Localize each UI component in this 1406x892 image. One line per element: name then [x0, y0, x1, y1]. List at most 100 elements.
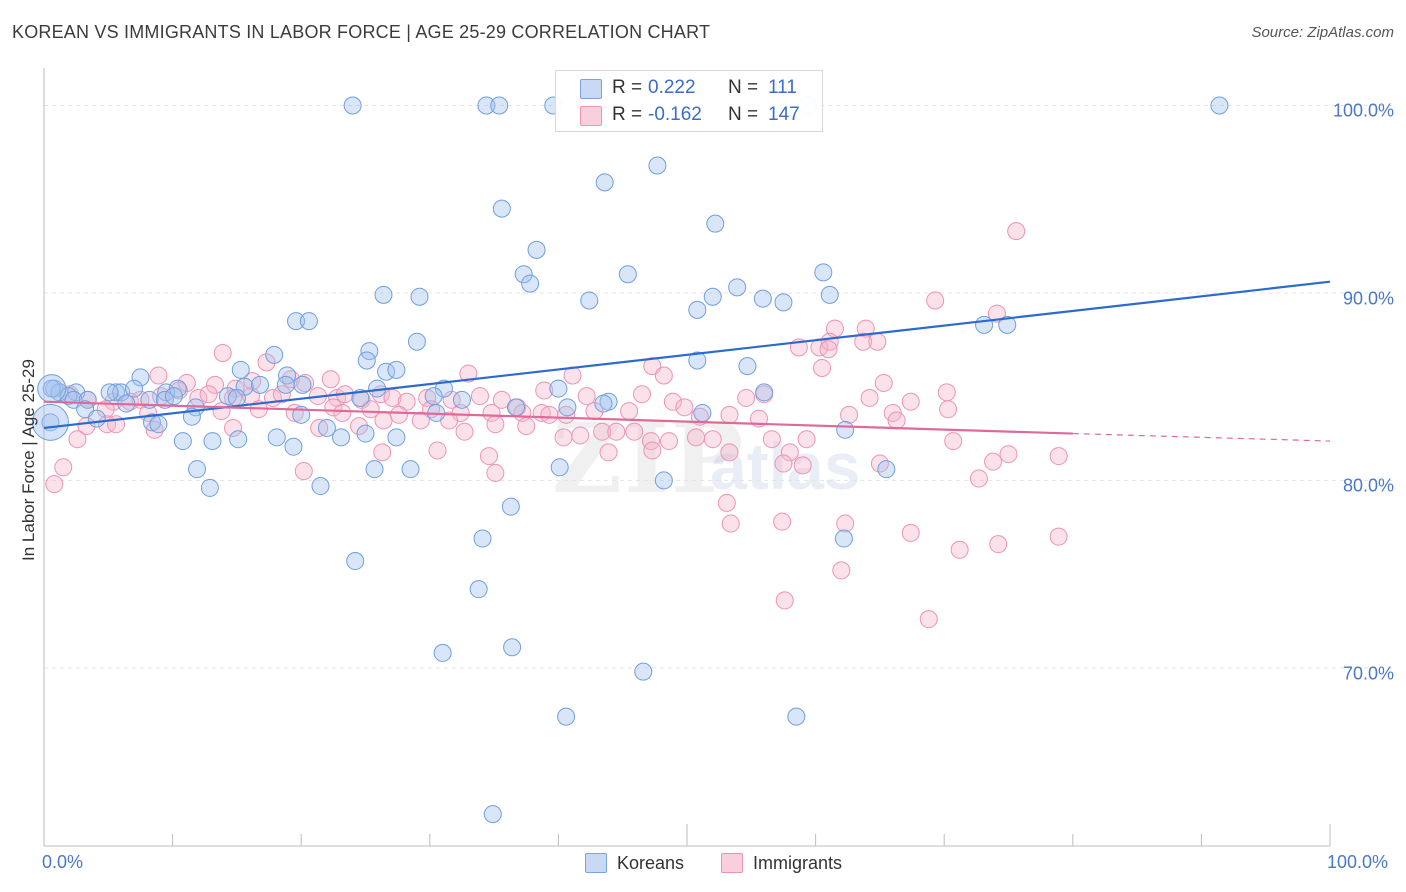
korean-point: [200, 478, 219, 497]
immigrant-point: [199, 385, 218, 404]
immigrant-point: [836, 514, 855, 533]
immigrant-point: [901, 523, 920, 542]
r-label: R =: [612, 104, 643, 125]
y-tick-label-70: 70.0%: [1342, 663, 1394, 684]
korean-point: [218, 387, 237, 406]
korean-point: [814, 263, 833, 282]
immigrant-point: [373, 443, 392, 462]
immigrant-point: [675, 398, 694, 417]
korean-point: [401, 460, 420, 479]
korean-point: [374, 285, 393, 304]
immigrant-point: [593, 422, 612, 441]
korean-point: [469, 580, 488, 599]
immigrant-point: [780, 443, 799, 462]
immigrant-point: [540, 405, 559, 424]
r-value: -0.162: [648, 104, 702, 125]
immigrant-point: [479, 447, 498, 466]
korean-point: [975, 315, 994, 334]
immigrant-point: [919, 610, 938, 629]
korean-point: [188, 460, 207, 479]
korean-point: [287, 312, 306, 331]
immigrant-point: [632, 385, 651, 404]
korean-point: [107, 383, 126, 402]
korean-point: [820, 285, 839, 304]
korean-point: [753, 289, 772, 308]
immigrant-point: [987, 304, 1006, 323]
y-tick-label-100: 100.0%: [1332, 100, 1394, 121]
korean-point: [634, 662, 653, 681]
korean-point: [618, 265, 637, 284]
immigrant-point: [856, 319, 875, 338]
immigrant-point: [517, 417, 536, 436]
korean-point: [834, 529, 853, 548]
immigrant-point: [860, 388, 879, 407]
stats-row-koreans: R = 0.222 N = 111: [556, 75, 822, 103]
immigrant-point: [257, 353, 276, 372]
korean-point-large: [37, 374, 67, 404]
korean-point: [549, 379, 568, 398]
korean-point: [343, 96, 362, 115]
korean-point: [580, 291, 599, 310]
korean-point: [346, 552, 365, 571]
immigrant-point: [887, 411, 906, 430]
y-tick-label-90: 90.0%: [1342, 288, 1394, 309]
korean-point: [229, 430, 248, 449]
korean-point: [550, 458, 569, 477]
watermark-logo-sub: atlas: [710, 428, 860, 504]
korean-point: [155, 390, 174, 409]
immigrant-point: [607, 422, 626, 441]
korean-point: [227, 388, 246, 407]
korean-point: [557, 707, 576, 726]
immigrant-point: [599, 443, 618, 462]
korean-point: [424, 387, 443, 406]
immigrant-point: [310, 418, 329, 437]
immigrant-point: [737, 388, 756, 407]
korean-point: [473, 529, 492, 548]
immigrant-point: [571, 426, 590, 445]
korean-point: [836, 420, 855, 439]
korean-point: [594, 394, 613, 413]
korean-point: [356, 424, 375, 443]
korean-point: [410, 287, 429, 306]
immigrant-point: [361, 400, 380, 419]
immigrant-point: [944, 432, 963, 451]
korean-point: [595, 173, 614, 192]
immigrant-point: [625, 422, 644, 441]
korean-point: [293, 375, 312, 394]
korean-point: [787, 707, 806, 726]
immigrant-point: [374, 411, 393, 430]
immigrant-point: [294, 462, 313, 481]
korean-point: [351, 388, 370, 407]
korean-point: [357, 351, 376, 370]
korean-point: [87, 409, 106, 428]
korean-point: [492, 199, 511, 218]
immigrant-point: [1007, 222, 1026, 241]
korean-point: [434, 379, 453, 398]
korean-point: [506, 398, 525, 417]
korean-point: [688, 351, 707, 370]
korean-point: [278, 366, 297, 385]
korean-point: [755, 383, 774, 402]
immigrant-point: [1049, 447, 1068, 466]
korean-point: [477, 96, 496, 115]
korean-point: [284, 437, 303, 456]
immigrant-point: [720, 405, 739, 424]
immigrant-point: [762, 430, 781, 449]
immigrant-point: [577, 387, 596, 406]
korean-point: [452, 390, 471, 409]
immigrant-point: [797, 430, 816, 449]
korean-point: [332, 428, 351, 447]
immigrant-point: [999, 445, 1018, 464]
immigrant-point: [774, 454, 793, 473]
immigrant-point: [813, 358, 832, 377]
korean-point: [1210, 96, 1229, 115]
legend-label: Koreans: [617, 853, 685, 873]
immigrant-point: [177, 373, 196, 392]
immigrant-point: [874, 373, 893, 392]
korean-point: [654, 471, 673, 490]
immigrant-point: [840, 405, 859, 424]
immigrant-point: [868, 332, 887, 351]
immigrant-point: [455, 422, 474, 441]
immigrant-point: [321, 370, 340, 389]
immigrant-point: [620, 402, 639, 421]
